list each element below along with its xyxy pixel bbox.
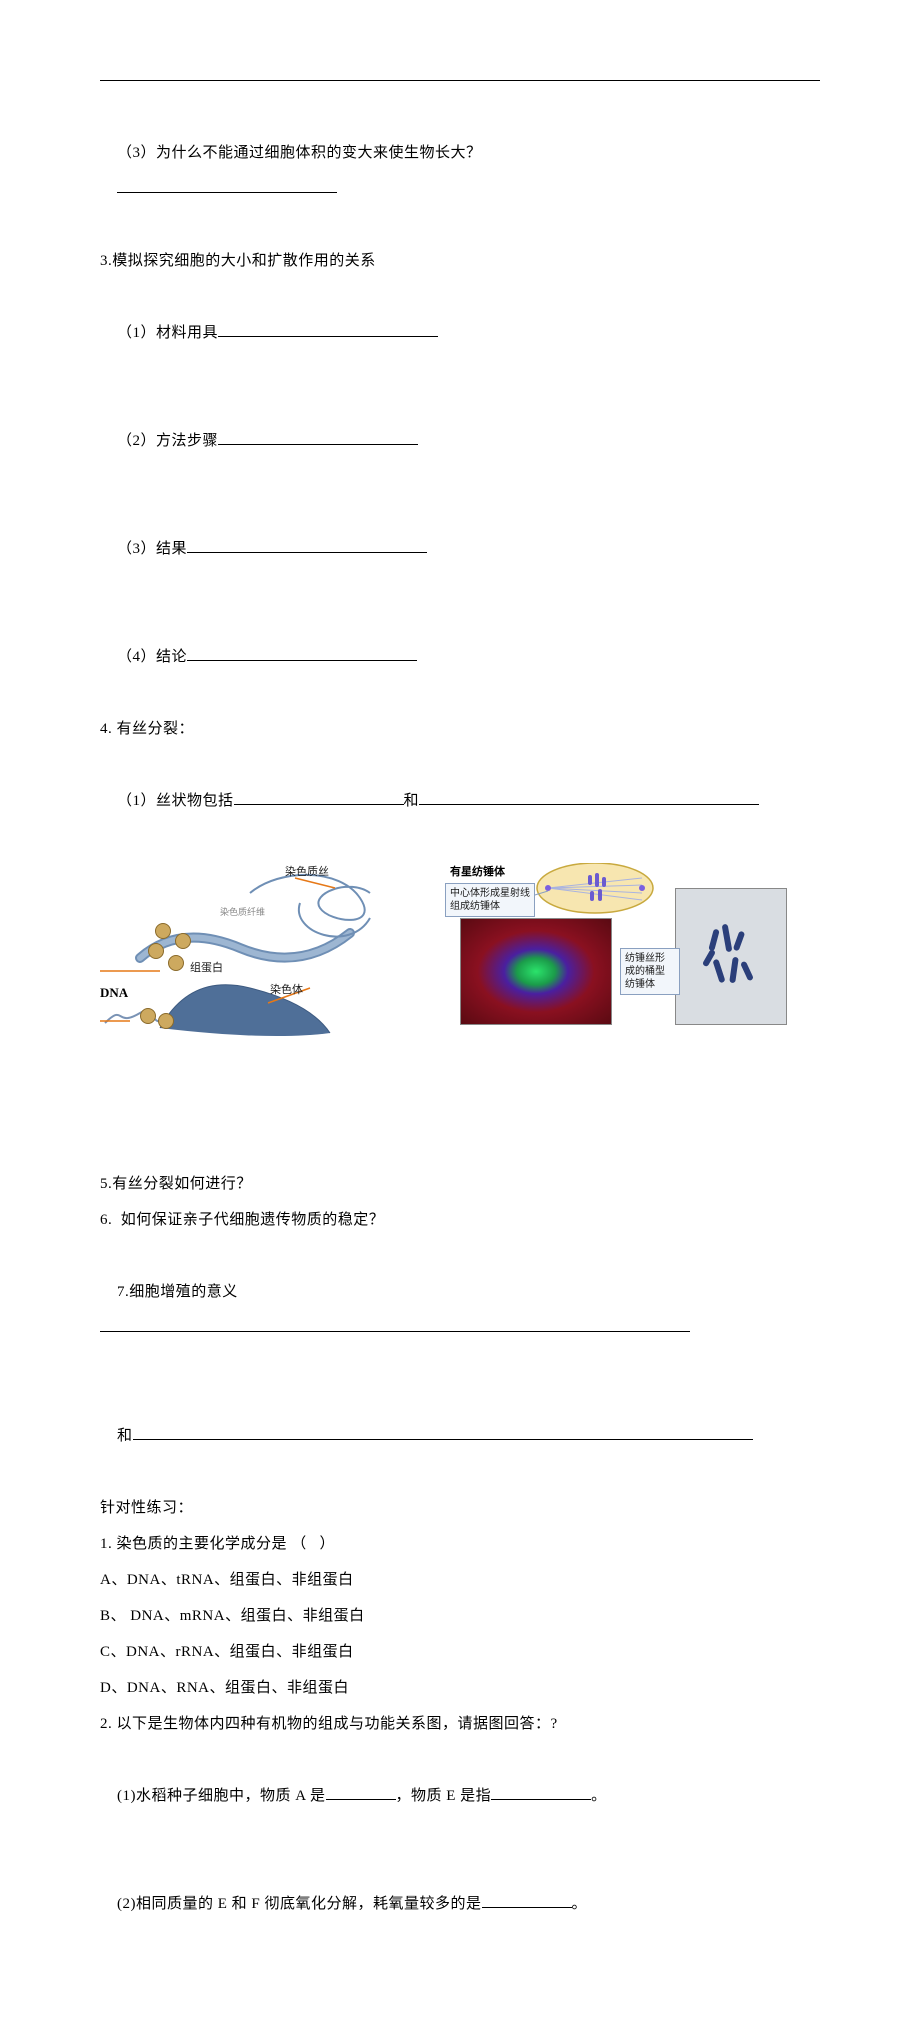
callout-barrel-l2: 成的桶型 — [625, 966, 665, 977]
micrograph-plant-cell — [675, 888, 787, 1025]
q-top-item3-text: （3）为什么不能通过细胞体积的变大来使生物长大？ — [117, 145, 482, 161]
q4-sub1-blank2 — [419, 789, 759, 805]
p1-stem: 1. 染色质的主要化学成分是 （ ） — [100, 1526, 820, 1562]
label-histone: 组蛋白 — [188, 959, 225, 975]
q4-sub1-join: 和 — [404, 793, 420, 809]
q3-sub1-label: （1）材料用具 — [117, 325, 218, 341]
callout-barrel-spindle: 纺锤丝形 成的桶型 纺锤体 — [620, 948, 680, 995]
q7-join: 和 — [117, 1428, 133, 1444]
top-horizontal-rule — [100, 80, 820, 81]
p2-sub1-pre: (1)水稻种子细胞中，物质 A 是 — [117, 1788, 326, 1804]
figure-spindle-diagram: 有星纺锤体 — [430, 863, 800, 1028]
p2-sub1-end: 。 — [591, 1788, 607, 1804]
q3-sub2: （2）方法步骤 — [100, 387, 820, 495]
label-chromatin-thread: 染色质丝 — [285, 863, 329, 879]
p1-optB: B、 DNA、mRNA、组蛋白、非组蛋白 — [100, 1598, 820, 1634]
q6-text: 6. 如何保证亲子代细胞遗传物质的稳定？ — [100, 1202, 820, 1238]
p2-sub2-end: 。 — [572, 1896, 588, 1912]
q7-blank1 — [100, 1316, 690, 1332]
p2-sub1-blank1 — [326, 1784, 396, 1800]
callout-barrel-l3: 纺锤体 — [625, 979, 655, 990]
q3-sub4-blank — [187, 645, 417, 661]
q3-sub2-blank — [218, 429, 418, 445]
q3-sub4-label: （4）结论 — [117, 649, 187, 665]
p2-sub2: (2)相同质量的 E 和 F 彻底氧化分解，耗氧量较多的是 。 — [100, 1850, 820, 1958]
q7-line2: 和 — [100, 1382, 820, 1490]
q3-sub3-label: （3）结果 — [117, 541, 187, 557]
q3-heading: 3.模拟探究细胞的大小和扩散作用的关系 — [100, 243, 820, 279]
p1-optD: D、DNA、RNA、组蛋白、非组蛋白 — [100, 1670, 820, 1706]
label-nucleosome-gray: 染色质纤维 — [220, 905, 265, 918]
q4-sub1-blank1 — [234, 789, 404, 805]
q7-blank2 — [133, 1424, 753, 1440]
q3-sub3: （3）结果 — [100, 495, 820, 603]
p2-stem: 2. 以下是生物体内四种有机物的组成与功能关系图，请据图回答：? — [100, 1706, 820, 1742]
p1-optC: C、DNA、rRNA、组蛋白、非组蛋白 — [100, 1634, 820, 1670]
q4-sub1: （1）丝状物包括 和 — [100, 747, 820, 855]
q5-text: 5.有丝分裂如何进行？ — [100, 1166, 820, 1202]
p2-sub2-pre: (2)相同质量的 E 和 F 彻底氧化分解，耗氧量较多的是 — [117, 1896, 482, 1912]
vertical-spacer — [100, 1046, 820, 1166]
label-dna: DNA — [100, 985, 128, 1001]
micrograph-fluorescence — [460, 918, 612, 1025]
p1-optA: A、DNA、tRNA、组蛋白、非组蛋白 — [100, 1562, 820, 1598]
q3-sub1: （1）材料用具 — [100, 279, 820, 387]
q-top-item3: （3）为什么不能通过细胞体积的变大来使生物长大？ — [100, 99, 820, 243]
callout-centrosome-text: 中心体形成星射线组成纺锤体 — [450, 888, 530, 912]
q-top-item3-blank — [117, 177, 337, 193]
q3-sub4: （4）结论 — [100, 603, 820, 711]
callout-barrel-l1: 纺锤丝形 — [625, 953, 665, 964]
document-page: （3）为什么不能通过细胞体积的变大来使生物长大？ 3.模拟探究细胞的大小和扩散作… — [0, 0, 920, 2018]
q4-heading: 4. 有丝分裂： — [100, 711, 820, 747]
p2-sub2-blank — [482, 1892, 572, 1908]
q7-prefix: 7.细胞增殖的意义 — [117, 1284, 238, 1300]
figure-row: 染色质丝 染色质纤维 组蛋白 染色体 DNA 有星纺锤体 — [100, 863, 820, 1038]
q3-sub3-blank — [187, 537, 427, 553]
p2-sub1-blank2 — [491, 1784, 591, 1800]
q4-sub1-prefix: （1）丝状物包括 — [117, 793, 234, 809]
label-chromosome: 染色体 — [270, 981, 303, 997]
figure-chromatin-diagram: 染色质丝 染色质纤维 组蛋白 染色体 DNA — [100, 863, 390, 1038]
q7-line1: 7.细胞增殖的意义 — [100, 1238, 820, 1382]
p2-sub1-mid: ，物质 E 是指 — [396, 1788, 492, 1804]
q3-sub2-label: （2）方法步骤 — [117, 433, 218, 449]
callout-centrosome: 中心体形成星射线组成纺锤体 — [445, 883, 535, 917]
p2-sub1: (1)水稻种子细胞中，物质 A 是 ，物质 E 是指 。 — [100, 1742, 820, 1850]
practice-heading: 针对性练习： — [100, 1490, 820, 1526]
q3-sub1-blank — [218, 321, 438, 337]
